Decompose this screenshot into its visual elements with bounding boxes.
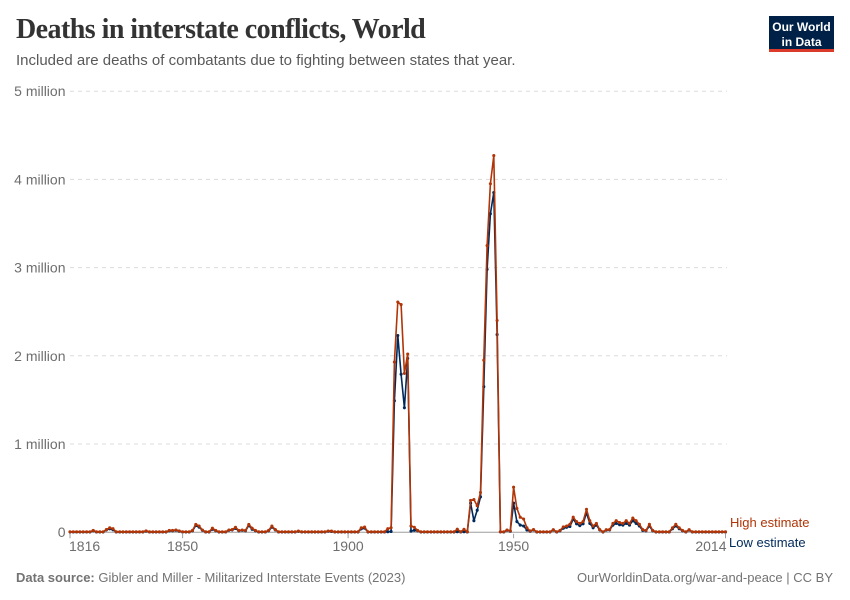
svg-text:5 million: 5 million xyxy=(14,83,65,99)
svg-text:1816: 1816 xyxy=(69,538,100,554)
svg-text:2014: 2014 xyxy=(695,538,726,554)
svg-text:0: 0 xyxy=(58,524,66,540)
svg-text:4 million: 4 million xyxy=(14,171,65,187)
svg-text:2 million: 2 million xyxy=(14,348,65,364)
svg-text:1 million: 1 million xyxy=(14,436,65,452)
svg-text:1900: 1900 xyxy=(333,538,364,554)
svg-text:1850: 1850 xyxy=(167,538,198,554)
svg-text:1950: 1950 xyxy=(498,538,529,554)
svg-text:3 million: 3 million xyxy=(14,260,65,276)
